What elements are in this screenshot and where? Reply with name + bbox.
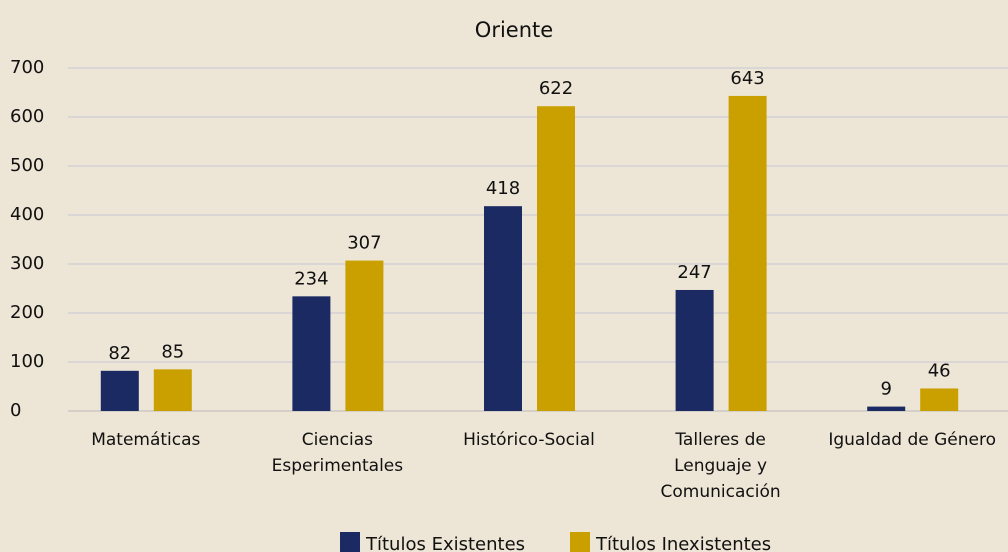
data-label: 643 [730,68,764,89]
data-label: 85 [161,341,184,362]
bar [537,106,575,411]
x-tick-label: Matemáticas [91,430,201,450]
data-label: 82 [108,343,131,364]
y-tick-label: 500 [10,155,44,176]
legend-label: Títulos Inexistentes [595,534,771,552]
bar [867,406,906,411]
data-label: 46 [928,360,951,381]
data-label: 247 [677,262,711,283]
y-tick-label: 200 [10,302,44,323]
x-tick-label: Igualdad de Género [828,430,997,450]
x-tick-label: Talleres de Lenguaje y Comunicación [660,430,781,502]
y-tick-label: 600 [10,106,44,127]
legend-label: Títulos Existentes [365,534,525,552]
bar [675,289,714,411]
bar [484,206,522,411]
data-label: 307 [347,233,381,254]
y-tick-label: 100 [10,351,44,372]
y-tick-label: 300 [10,253,44,274]
data-label: 622 [539,78,573,99]
data-label: 418 [486,178,520,199]
x-tick-label: Ciencias Esperimentales [271,430,404,476]
bar [153,369,192,411]
legend-swatch [340,532,360,552]
bar [292,296,331,411]
y-tick-label: 0 [10,400,21,421]
data-label: 234 [294,268,328,289]
chart-title: Oriente [475,18,553,42]
bar [728,95,767,412]
bar [345,260,384,411]
y-tick-label: 700 [10,57,44,78]
bar [100,370,139,411]
legend-swatch [570,532,590,552]
x-tick-label: Histórico-Social [463,430,595,450]
y-tick-label: 400 [10,204,44,225]
data-label: 9 [880,379,891,400]
bar [920,388,959,411]
